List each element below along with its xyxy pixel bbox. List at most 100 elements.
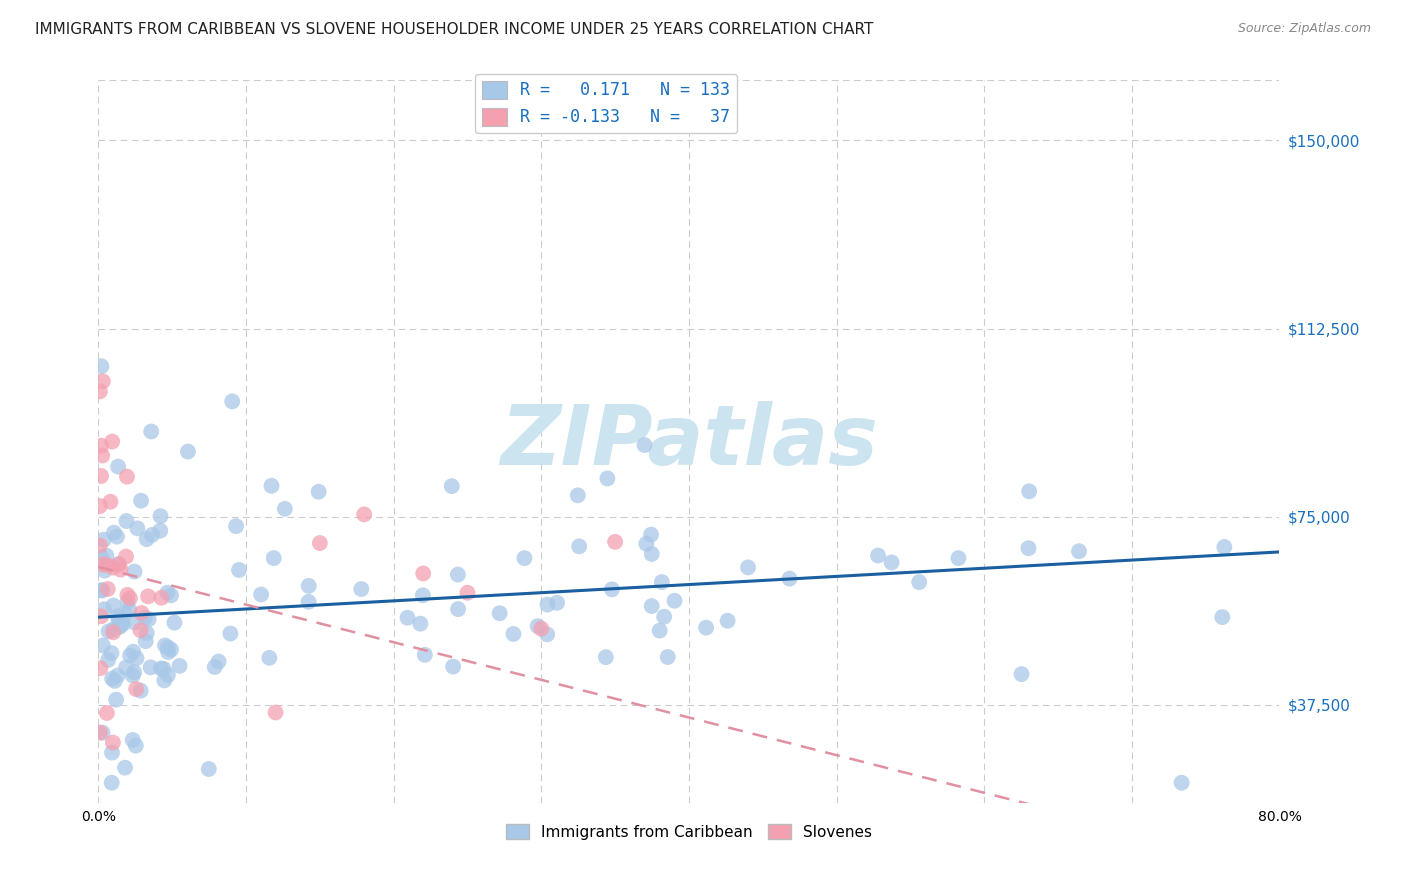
- Point: [488, 607, 510, 621]
- Point: [103, 599, 125, 613]
- Point: [652, 609, 675, 624]
- Point: [91, 725, 114, 739]
- Point: [138, 612, 160, 626]
- Point: [228, 563, 250, 577]
- Point: [447, 602, 470, 616]
- Point: [125, 651, 148, 665]
- Point: [1017, 541, 1039, 556]
- Point: [412, 566, 434, 581]
- Point: [440, 479, 463, 493]
- Point: [103, 623, 125, 637]
- Point: [717, 614, 740, 628]
- Point: [141, 425, 163, 439]
- Point: [600, 582, 623, 597]
- Point: [308, 484, 330, 499]
- Point: [90, 549, 112, 564]
- Point: [90, 469, 112, 483]
- Point: [118, 602, 141, 616]
- Point: [104, 673, 127, 688]
- Point: [127, 521, 149, 535]
- Point: [117, 588, 139, 602]
- Point: [409, 616, 432, 631]
- Point: [108, 619, 131, 633]
- Point: [156, 585, 179, 599]
- Point: [90, 609, 112, 624]
- Point: [124, 615, 146, 630]
- Point: [595, 650, 617, 665]
- Point: [101, 434, 124, 449]
- Point: [908, 575, 931, 590]
- Point: [122, 665, 145, 680]
- Point: [1011, 667, 1033, 681]
- Point: [100, 776, 122, 790]
- Point: [264, 706, 287, 720]
- Point: [115, 514, 138, 528]
- Point: [260, 479, 283, 493]
- Point: [568, 540, 591, 554]
- Point: [110, 563, 132, 577]
- Point: [457, 586, 479, 600]
- Point: [131, 606, 153, 620]
- Point: [96, 706, 118, 720]
- Point: [648, 624, 671, 638]
- Point: [129, 624, 152, 638]
- Point: [259, 650, 281, 665]
- Point: [93, 602, 115, 616]
- Point: [118, 591, 141, 606]
- Point: [135, 634, 157, 648]
- Text: IMMIGRANTS FROM CARIBBEAN VS SLOVENE HOUSEHOLDER INCOME UNDER 25 YEARS CORRELATI: IMMIGRANTS FROM CARIBBEAN VS SLOVENE HOU…: [35, 22, 873, 37]
- Point: [150, 661, 173, 675]
- Point: [105, 692, 128, 706]
- Point: [100, 494, 122, 508]
- Point: [114, 761, 136, 775]
- Point: [89, 661, 111, 675]
- Point: [90, 359, 112, 374]
- Point: [107, 609, 129, 624]
- Point: [149, 509, 172, 524]
- Point: [91, 639, 114, 653]
- Point: [103, 625, 125, 640]
- Point: [135, 532, 157, 546]
- Point: [636, 537, 658, 551]
- Point: [91, 558, 114, 572]
- Point: [219, 626, 242, 640]
- Point: [91, 583, 114, 598]
- Point: [567, 488, 589, 502]
- Point: [135, 626, 157, 640]
- Point: [114, 607, 136, 621]
- Point: [297, 595, 319, 609]
- Point: [125, 739, 148, 753]
- Point: [129, 683, 152, 698]
- Point: [664, 593, 686, 607]
- Point: [263, 551, 285, 566]
- Point: [121, 733, 143, 747]
- Point: [101, 735, 124, 749]
- Point: [633, 438, 655, 452]
- Point: [136, 590, 159, 604]
- Point: [413, 648, 436, 662]
- Point: [89, 538, 111, 552]
- Point: [225, 519, 247, 533]
- Point: [115, 549, 138, 564]
- Point: [530, 622, 553, 636]
- Point: [122, 645, 145, 659]
- Point: [141, 528, 163, 542]
- Point: [513, 551, 536, 566]
- Point: [1211, 610, 1233, 624]
- Point: [641, 547, 664, 561]
- Point: [156, 668, 179, 682]
- Point: [596, 471, 619, 485]
- Point: [1067, 544, 1090, 558]
- Point: [101, 560, 124, 574]
- Point: [657, 650, 679, 665]
- Point: [1170, 776, 1192, 790]
- Point: [103, 525, 125, 540]
- Text: ZIPatlas: ZIPatlas: [501, 401, 877, 482]
- Point: [156, 640, 179, 655]
- Point: [441, 659, 464, 673]
- Point: [502, 627, 524, 641]
- Point: [1018, 484, 1040, 499]
- Point: [204, 660, 226, 674]
- Point: [115, 469, 138, 483]
- Point: [779, 572, 801, 586]
